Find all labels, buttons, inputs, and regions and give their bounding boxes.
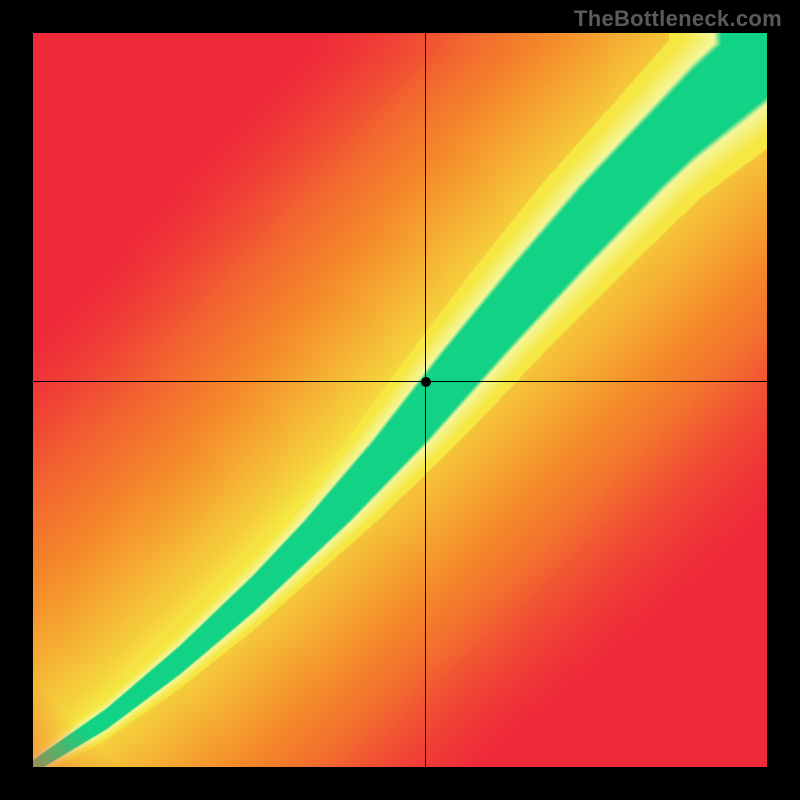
- watermark-text: TheBottleneck.com: [574, 6, 782, 32]
- heatmap-canvas: [33, 33, 767, 767]
- crosshair-horizontal: [33, 381, 767, 382]
- crosshair-marker: [421, 377, 431, 387]
- crosshair-vertical: [425, 33, 426, 767]
- plot-area: [33, 33, 767, 767]
- root: TheBottleneck.com: [0, 0, 800, 800]
